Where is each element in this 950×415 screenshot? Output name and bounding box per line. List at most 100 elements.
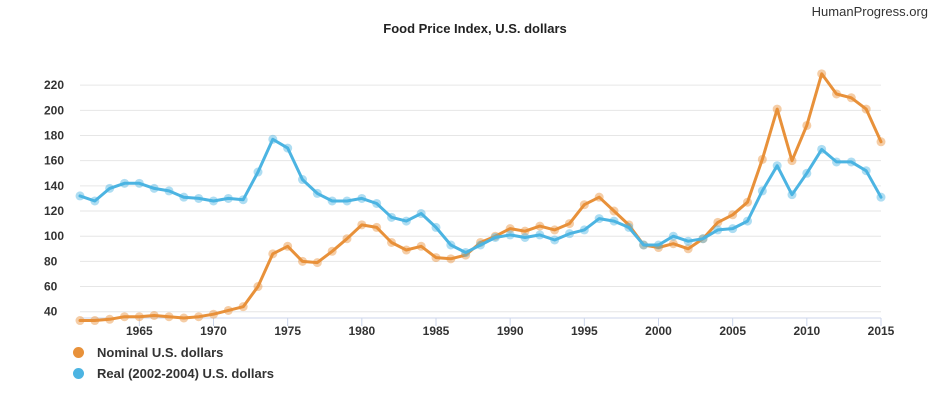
data-point-real (743, 216, 752, 226)
data-point-real (757, 186, 767, 196)
data-point-real (134, 178, 144, 188)
data-point-real (505, 230, 515, 240)
data-point-real (75, 191, 85, 201)
data-point-real (728, 224, 738, 234)
data-point-real (342, 196, 352, 206)
data-point-nominal (728, 210, 738, 220)
data-point-real (105, 183, 115, 193)
data-point-real (698, 234, 708, 244)
data-point-real (817, 144, 827, 154)
data-point-real (624, 222, 634, 232)
data-point-nominal (550, 225, 560, 235)
data-point-real (550, 235, 560, 245)
chart-title: Food Price Index, U.S. dollars (383, 21, 567, 36)
data-point-real (253, 167, 263, 177)
data-point-nominal (757, 154, 767, 164)
data-point-real (683, 236, 693, 246)
data-point-real (416, 209, 426, 219)
data-point-nominal (609, 206, 619, 216)
data-point-nominal (298, 256, 307, 266)
data-point-real (876, 192, 886, 202)
data-point-nominal (416, 241, 426, 251)
x-tick-label: 1980 (348, 324, 375, 338)
data-point-real (461, 248, 471, 258)
legend-label-nominal: Nominal U.S. dollars (97, 345, 224, 360)
data-point-nominal (164, 312, 174, 322)
data-point-real (668, 231, 678, 241)
data-point-nominal (372, 222, 382, 232)
data-point-nominal (861, 104, 871, 114)
data-point-nominal (105, 314, 115, 324)
y-tick-label: 40 (44, 305, 58, 319)
data-point-nominal (817, 69, 827, 79)
data-point-real (283, 143, 293, 153)
x-tick-label: 2005 (719, 324, 746, 338)
data-point-nominal (668, 239, 678, 249)
legend-label-real: Real (2002-2004) U.S. dollars (97, 366, 275, 381)
data-point-nominal (579, 200, 589, 210)
x-tick-label: 2015 (868, 324, 895, 338)
data-point-real (861, 166, 871, 176)
data-point-nominal (683, 244, 693, 254)
y-tick-label: 80 (44, 254, 58, 268)
data-point-nominal (787, 156, 797, 166)
x-tick-label: 1965 (126, 324, 153, 338)
data-point-real (179, 192, 189, 202)
data-point-nominal (713, 217, 723, 227)
data-point-nominal (283, 241, 293, 251)
data-point-real (520, 232, 530, 242)
y-tick-label: 100 (44, 229, 64, 243)
data-point-real (639, 240, 649, 250)
data-point-real (846, 157, 856, 167)
x-tick-label: 1970 (200, 324, 227, 338)
y-tick-label: 120 (44, 204, 64, 218)
data-point-real (90, 196, 100, 206)
data-point-nominal (505, 224, 515, 234)
legend-item-nominal[interactable]: Nominal U.S. dollars (73, 342, 274, 363)
data-point-real (238, 195, 248, 205)
data-point-nominal (772, 104, 782, 114)
data-point-nominal (327, 246, 337, 256)
data-point-nominal (431, 253, 441, 263)
data-point-real (476, 240, 485, 250)
y-tick-label: 220 (44, 78, 64, 92)
data-point-nominal (238, 302, 248, 312)
data-point-nominal (120, 312, 129, 322)
data-point-nominal (565, 219, 574, 229)
data-point-nominal (223, 305, 233, 315)
data-point-nominal (342, 234, 352, 244)
data-point-real (713, 225, 723, 235)
data-point-real (298, 175, 307, 185)
data-point-nominal (535, 221, 545, 231)
data-point-real (401, 216, 411, 226)
data-point-real (565, 229, 574, 239)
data-point-real (327, 196, 337, 206)
data-point-real (149, 183, 159, 193)
series-line-real (78, 137, 883, 255)
data-point-real (312, 188, 322, 198)
x-tick-label: 1985 (423, 324, 450, 338)
data-point-nominal (312, 258, 322, 268)
data-point-real (387, 212, 396, 222)
data-point-nominal (802, 120, 812, 130)
y-tick-label: 200 (44, 103, 64, 117)
y-tick-label: 180 (44, 129, 64, 143)
data-point-real (164, 186, 174, 196)
data-point-nominal (832, 89, 841, 99)
series-line-nominal (78, 72, 883, 322)
data-point-nominal (268, 249, 278, 259)
data-point-nominal (149, 310, 159, 320)
data-point-real (594, 214, 604, 224)
y-tick-label: 140 (44, 179, 64, 193)
legend-marker-real (73, 368, 84, 379)
data-point-nominal (253, 282, 263, 292)
data-point-real (209, 196, 218, 206)
y-tick-label: 60 (44, 280, 58, 294)
data-point-nominal (209, 309, 218, 319)
legend-marker-nominal (73, 347, 84, 358)
data-point-real (372, 198, 382, 208)
data-point-real (579, 225, 589, 235)
legend-item-real[interactable]: Real (2002-2004) U.S. dollars (73, 363, 274, 384)
data-point-nominal (401, 245, 411, 255)
